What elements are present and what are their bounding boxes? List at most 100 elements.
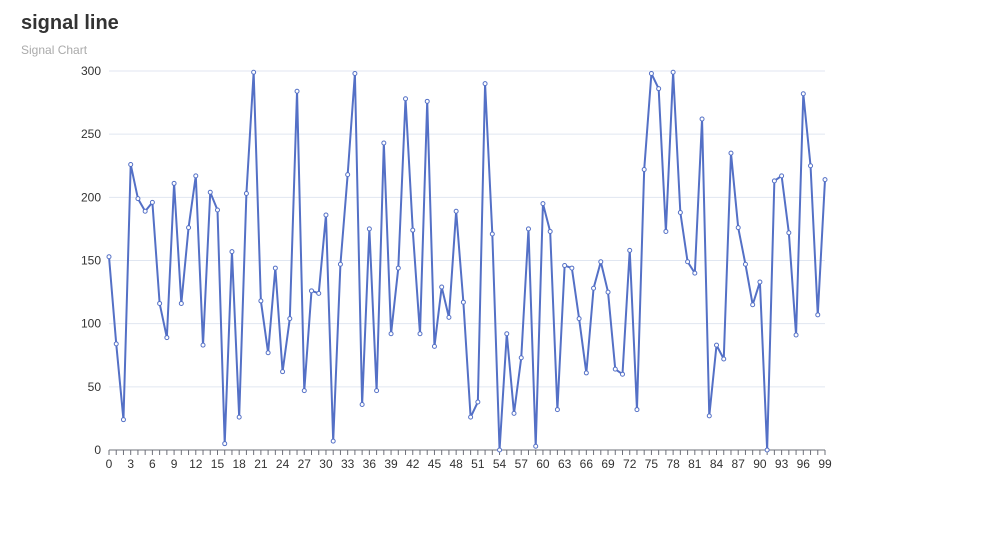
data-point[interactable] [460, 299, 466, 305]
data-point[interactable] [648, 71, 654, 77]
data-point[interactable] [381, 140, 387, 146]
data-point[interactable] [750, 302, 756, 308]
data-point[interactable] [164, 335, 170, 341]
data-point[interactable] [178, 300, 184, 306]
data-point[interactable] [612, 366, 618, 372]
data-point[interactable] [352, 71, 358, 77]
data-point[interactable] [113, 341, 119, 347]
data-point[interactable] [207, 189, 213, 195]
data-point[interactable] [656, 86, 662, 92]
data-point[interactable] [583, 370, 589, 376]
data-point[interactable] [149, 199, 155, 205]
data-point[interactable] [504, 331, 510, 337]
data-point[interactable] [388, 331, 394, 337]
data-point[interactable] [446, 314, 452, 320]
data-point[interactable] [475, 399, 481, 405]
data-point[interactable] [236, 414, 242, 420]
data-point[interactable] [431, 343, 437, 349]
data-point[interactable] [598, 259, 604, 265]
data-point[interactable] [677, 209, 683, 215]
data-point[interactable] [533, 443, 539, 449]
data-point[interactable] [142, 208, 148, 214]
data-point[interactable] [272, 265, 278, 271]
data-point[interactable] [374, 388, 380, 394]
data-point[interactable] [497, 447, 503, 453]
data-point[interactable] [120, 417, 126, 423]
data-point[interactable] [453, 208, 459, 214]
data-point[interactable] [316, 290, 322, 296]
data-point[interactable] [815, 312, 821, 318]
data-point[interactable] [735, 225, 741, 231]
data-point[interactable] [482, 81, 488, 87]
data-point[interactable] [287, 316, 293, 322]
data-point[interactable] [171, 180, 177, 186]
data-point[interactable] [294, 88, 300, 94]
data-point[interactable] [265, 350, 271, 356]
data-point[interactable] [771, 178, 777, 184]
data-point[interactable] [728, 150, 734, 156]
data-point[interactable] [779, 173, 785, 179]
data-point[interactable] [214, 207, 220, 213]
data-point[interactable] [330, 438, 336, 444]
data-point[interactable] [721, 356, 727, 362]
data-point[interactable] [251, 69, 257, 75]
data-point[interactable] [301, 388, 307, 394]
data-point[interactable] [605, 289, 611, 295]
data-point[interactable] [135, 196, 141, 202]
data-point[interactable] [157, 300, 163, 306]
data-point[interactable] [518, 355, 524, 361]
data-point[interactable] [222, 441, 228, 447]
data-point[interactable] [547, 228, 553, 234]
data-point[interactable] [243, 191, 249, 197]
data-point[interactable] [706, 413, 712, 419]
data-point[interactable] [511, 410, 517, 416]
data-point[interactable] [417, 331, 423, 337]
data-point[interactable] [663, 228, 669, 234]
data-point[interactable] [714, 342, 720, 348]
data-point[interactable] [800, 91, 806, 97]
data-point[interactable] [525, 226, 531, 232]
data-point[interactable] [540, 201, 546, 207]
data-point[interactable] [692, 270, 698, 276]
data-point[interactable] [186, 225, 192, 231]
data-point[interactable] [489, 231, 495, 237]
data-point[interactable] [200, 342, 206, 348]
data-point[interactable] [742, 261, 748, 267]
data-point[interactable] [822, 177, 828, 183]
data-point[interactable] [808, 163, 814, 169]
data-point[interactable] [634, 407, 640, 413]
data-point[interactable] [793, 332, 799, 338]
data-point[interactable] [764, 447, 770, 453]
data-point[interactable] [193, 173, 199, 179]
data-point[interactable] [366, 226, 372, 232]
data-point[interactable] [424, 98, 430, 104]
data-point[interactable] [280, 369, 286, 375]
data-point[interactable] [554, 407, 560, 413]
data-point[interactable] [699, 116, 705, 122]
data-point[interactable] [670, 69, 676, 75]
data-point[interactable] [439, 284, 445, 290]
data-point[interactable] [562, 263, 568, 269]
data-point[interactable] [468, 414, 474, 420]
data-point[interactable] [359, 402, 365, 408]
data-point[interactable] [403, 96, 409, 102]
data-point[interactable] [395, 265, 401, 271]
data-point[interactable] [786, 230, 792, 236]
data-point[interactable] [128, 161, 134, 167]
data-point[interactable] [627, 247, 633, 253]
data-point[interactable] [619, 371, 625, 377]
data-point[interactable] [229, 249, 235, 255]
data-point[interactable] [309, 288, 315, 294]
data-point[interactable] [345, 172, 351, 178]
data-point[interactable] [337, 261, 343, 267]
data-point[interactable] [323, 212, 329, 218]
data-point[interactable] [258, 298, 264, 304]
data-point[interactable] [106, 254, 112, 260]
data-point[interactable] [410, 227, 416, 233]
data-point[interactable] [685, 259, 691, 265]
data-point[interactable] [576, 316, 582, 322]
data-point[interactable] [641, 167, 647, 173]
data-point[interactable] [591, 285, 597, 291]
data-point[interactable] [569, 265, 575, 271]
data-point[interactable] [757, 279, 763, 285]
